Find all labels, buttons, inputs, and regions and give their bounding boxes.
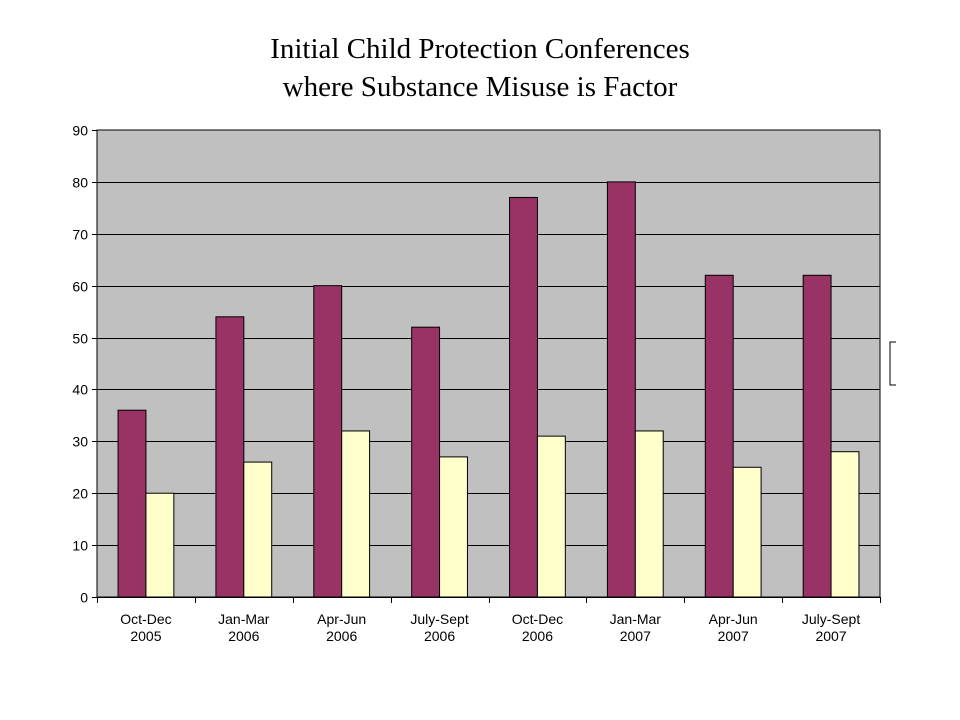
bar-series-2 [243,461,273,598]
x-tick-label: Jan-Mar [610,611,662,627]
y-tick-label: 10 [72,538,88,554]
bar-series-1 [606,181,636,598]
y-tick-label: 70 [72,227,88,243]
bars [117,181,860,598]
legend-box-edge [889,341,896,386]
x-tick-label: 2006 [326,628,357,644]
chart-title: Initial Child Protection Conferences whe… [0,30,960,106]
y-tick-label: 90 [72,123,88,139]
bar-series-2 [634,430,664,598]
bar-series-1 [411,326,441,598]
x-tick-label: 2007 [718,628,749,644]
bar-series-1 [117,409,147,598]
x-tick-label: Apr-Jun [709,611,758,627]
bar-series-1 [509,196,538,598]
bar-series-2 [439,456,468,598]
x-axis: Oct-Dec2005Jan-Mar2006Apr-Jun2006July-Se… [97,597,881,644]
y-tick-label: 30 [72,434,88,450]
bar-series-2 [145,492,175,598]
y-tick-label: 60 [72,279,88,295]
x-tick-label: 2006 [228,628,259,644]
x-tick-label: 2007 [620,628,651,644]
x-tick-label: July-Sept [802,611,860,627]
plot-area [96,129,881,598]
x-tick-label: 2006 [424,628,455,644]
y-axis: 0 10 20 30 40 50 60 70 80 90 [72,123,98,606]
x-tick-label: Oct-Dec [512,611,563,627]
y-tick-label: 40 [72,382,88,398]
bar-series-2 [536,435,566,598]
x-tick-label: Apr-Jun [317,611,366,627]
y-tick-label: 0 [80,590,88,606]
x-tick-label: 2007 [815,628,846,644]
y-tick-label: 20 [72,486,88,502]
chart-title-line-2: where Substance Misuse is Factor [282,71,678,103]
bar-series-1 [215,316,245,598]
bar-series-1 [313,285,343,598]
bar-series-1 [802,274,832,598]
x-tick-label: 2006 [522,628,553,644]
x-tick-label: 2005 [130,628,161,644]
x-tick-label: July-Sept [410,611,468,627]
chart-title-line-1: Initial Child Protection Conferences [270,33,690,65]
bar-series-1 [704,274,734,598]
x-tick-label: Oct-Dec [120,611,171,627]
bar-series-2 [830,451,860,598]
bar-series-2 [341,430,371,598]
bar-series-2 [732,466,762,598]
x-tick-label: Jan-Mar [218,611,270,627]
y-tick-label: 80 [72,175,88,191]
y-tick-label: 50 [72,331,88,347]
